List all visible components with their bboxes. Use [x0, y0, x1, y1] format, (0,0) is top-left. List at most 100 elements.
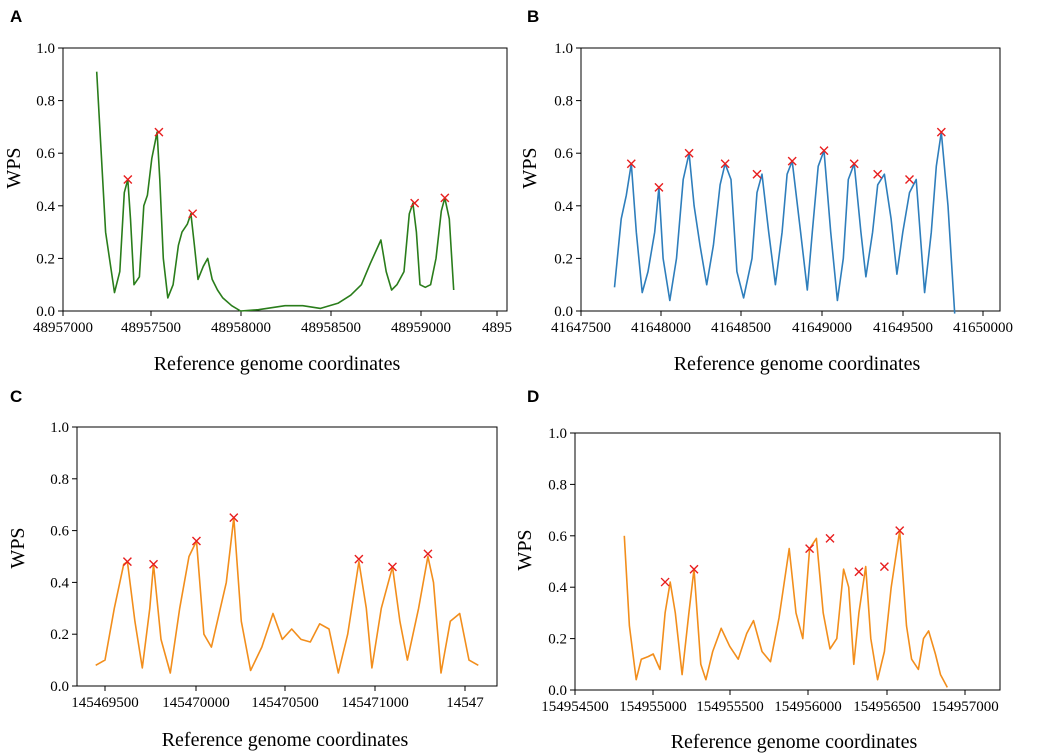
peak-marker [149, 559, 159, 569]
peak-marker [626, 159, 636, 169]
peak-marker [854, 567, 864, 577]
peak-marker [895, 526, 905, 536]
y-tick-label: 0.8 [36, 94, 55, 110]
y-tick-label: 0.2 [554, 251, 573, 267]
x-tick-label: 154956000 [774, 699, 842, 715]
peak-marker [440, 193, 450, 203]
peak-marker [123, 175, 133, 184]
y-tick-label: 0.8 [50, 472, 69, 488]
x-tick-label: 41647500 [551, 320, 611, 336]
y-tick-label: 0.0 [50, 679, 69, 695]
peak-marker [154, 127, 164, 137]
y-tick-label: 0.8 [548, 477, 567, 493]
x-tick-label: 48957000 [33, 320, 93, 336]
x-tick-label: 154955000 [619, 699, 687, 715]
panel-c: C Reference genome coordinates WPS 0.0 0.… [7, 387, 498, 751]
x-tick-label: 41648500 [711, 320, 771, 336]
y-tick-label: 0.0 [548, 683, 567, 699]
x-tick-label: 48959000 [391, 320, 451, 336]
x-tick-label: 145470500 [251, 695, 319, 711]
peak-marker [879, 562, 889, 572]
x-axis-label: Reference genome coordinates [671, 731, 918, 753]
x-tick-label: 48958000 [211, 320, 271, 336]
peak-marker [873, 169, 883, 179]
peak-marker [191, 536, 201, 546]
x-tick-label: 145469500 [71, 695, 139, 711]
panel-a: A Reference genome coordinates WPS 0.0 0.… [3, 7, 512, 375]
peak-marker [684, 148, 694, 158]
x-tick-label: 41648000 [631, 320, 691, 336]
peak-marker [122, 557, 132, 567]
x-axis-label: Reference genome coordinates [154, 353, 401, 375]
peak-marker [720, 159, 730, 169]
peak-marker [936, 127, 946, 137]
x-tick-label: 41650000 [953, 320, 1013, 336]
y-tick-label: 0.0 [554, 304, 573, 320]
peak-marker [654, 182, 664, 192]
x-tick-label: 154957000 [931, 699, 999, 715]
plot-frame [76, 426, 498, 687]
peak-marker [819, 146, 829, 156]
x-tick-label: 145471000 [341, 695, 409, 711]
peak-marker [825, 533, 835, 543]
wps-series-line [95, 516, 479, 674]
peak-marker [354, 554, 364, 564]
y-axis-label: WPS [519, 147, 541, 188]
y-tick-label: 0.8 [554, 94, 573, 110]
y-tick-label: 0.4 [554, 199, 573, 215]
x-tick-label: 145470000 [162, 695, 230, 711]
y-tick-label: 0.2 [50, 627, 69, 643]
y-tick-label: 0.6 [36, 146, 55, 162]
x-tick-label: 14547 [446, 695, 484, 711]
x-tick-label: 4895 [482, 320, 512, 336]
peak-marker [387, 562, 397, 572]
peak-marker [410, 198, 420, 208]
y-tick-label: 0.0 [36, 304, 55, 320]
y-tick-label: 0.6 [554, 146, 573, 162]
y-tick-label: 1.0 [548, 426, 567, 442]
x-tick-label: 41649000 [792, 320, 852, 336]
plot-frame [574, 432, 1001, 691]
panel-b: B Reference genome coordinates WPS 0.0 0.… [519, 7, 1013, 375]
y-tick-label: 0.4 [50, 575, 69, 591]
peak-marker [423, 549, 433, 559]
peak-marker [660, 577, 670, 587]
y-axis-label: WPS [7, 527, 29, 568]
peak-marker [188, 209, 198, 219]
plot-frame [580, 47, 1001, 312]
y-tick-label: 0.4 [36, 199, 55, 215]
y-tick-label: 0.4 [548, 580, 567, 596]
panel-d: D Reference genome coordinates WPS 0.0 0.… [514, 387, 1001, 753]
wps-series-line [623, 529, 949, 688]
y-tick-label: 1.0 [50, 420, 69, 436]
peak-marker [752, 169, 762, 179]
x-tick-label: 154956500 [853, 699, 921, 715]
panel-letter-a: A [10, 7, 22, 26]
x-tick-label: 154954500 [541, 699, 609, 715]
x-axis-label: Reference genome coordinates [162, 729, 409, 751]
x-tick-label: 41649500 [873, 320, 933, 336]
peak-marker [905, 175, 914, 184]
plot-frame [62, 47, 508, 312]
peak-marker [229, 513, 239, 523]
y-tick-label: 1.0 [554, 41, 573, 57]
x-tick-label: 48958500 [301, 320, 361, 336]
y-tick-label: 1.0 [36, 41, 55, 57]
y-axis-label: WPS [514, 529, 536, 570]
y-tick-label: 0.6 [50, 524, 69, 540]
peak-marker [787, 156, 797, 166]
panel-letter-c: C [10, 387, 22, 406]
panel-letter-d: D [527, 387, 539, 406]
x-tick-label: 48957500 [121, 320, 181, 336]
y-tick-label: 0.2 [36, 251, 55, 267]
peak-marker [849, 159, 859, 169]
peak-marker [805, 544, 815, 554]
peak-marker [689, 564, 699, 574]
y-tick-label: 0.2 [548, 632, 567, 648]
y-tick-label: 0.6 [548, 529, 567, 545]
wps-series-line [613, 131, 956, 314]
panel-letter-b: B [527, 7, 539, 26]
y-axis-label: WPS [3, 147, 25, 188]
x-axis-label: Reference genome coordinates [674, 353, 921, 375]
